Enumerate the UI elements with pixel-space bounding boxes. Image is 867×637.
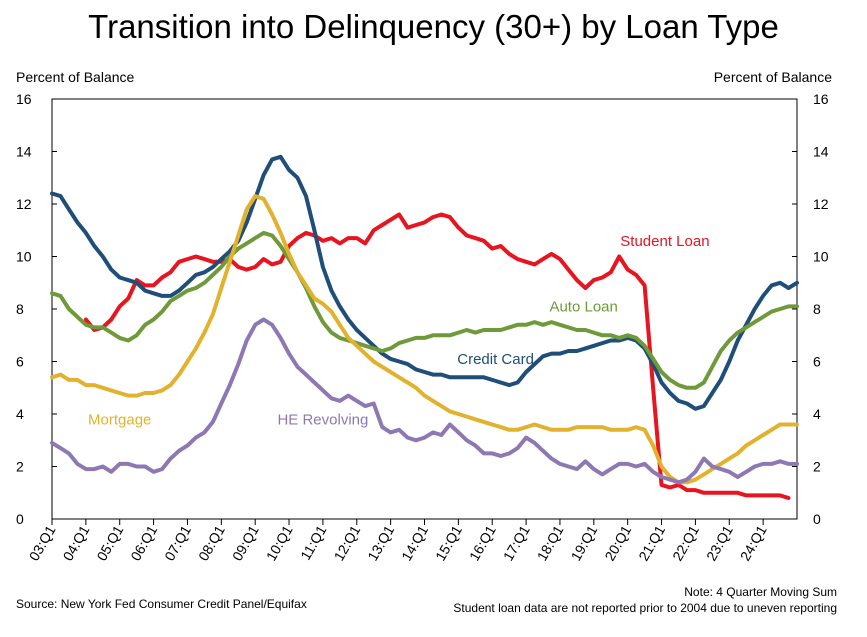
x-tick-label: 24:Q1 xyxy=(737,522,770,563)
x-tick-label: 03:Q1 xyxy=(26,522,59,563)
x-tick-label: 12:Q1 xyxy=(330,522,363,563)
y-axis-label-left: Percent of Balance xyxy=(16,69,135,85)
x-tick-label: 16:Q1 xyxy=(466,522,499,563)
x-tick-label: 11:Q1 xyxy=(297,522,330,562)
y-tick-label-right: 16 xyxy=(813,91,829,107)
y-tick-label-right: 14 xyxy=(813,144,829,160)
y-tick-label-right: 4 xyxy=(813,406,821,422)
series-label-mortgage: Mortgage xyxy=(88,412,151,429)
series-line-he-revolving xyxy=(50,317,799,485)
y-tick-label-right: 10 xyxy=(813,249,829,265)
note-student-loan: Student loan data are not reported prior… xyxy=(453,601,837,615)
y-tick-label-right: 0 xyxy=(813,511,821,527)
y-axis-label-right: Percent of Balance xyxy=(714,69,833,85)
y-tick-label-left: 16 xyxy=(16,91,32,107)
y-tick-label-left: 8 xyxy=(16,301,24,317)
x-tick-label: 04:Q1 xyxy=(60,522,93,563)
y-tick-label-left: 10 xyxy=(16,249,32,265)
series-label-he-revolving: HE Revolving xyxy=(277,412,368,429)
x-tick-label: 15:Q1 xyxy=(432,522,465,563)
x-tick-label: 23:Q1 xyxy=(703,522,736,563)
x-tick-label: 08:Q1 xyxy=(195,522,228,563)
series-label-credit-card: Credit Card xyxy=(457,351,534,368)
x-tick-label: 13:Q1 xyxy=(364,522,397,563)
x-tick-label: 14:Q1 xyxy=(398,522,431,563)
y-tick-label-left: 4 xyxy=(16,406,24,422)
series-line-auto-loan xyxy=(50,230,799,390)
series-label-student-loan: Student Loan xyxy=(620,233,709,250)
note-moving-sum: Note: 4 Quarter Moving Sum xyxy=(684,585,837,599)
y-tick-label-right: 6 xyxy=(813,354,821,370)
y-tick-label-right: 8 xyxy=(813,301,821,317)
series-label-auto-loan: Auto Loan xyxy=(549,299,617,316)
series-labels-layer: Student Loan Auto Loan Credit Card Mortgage… xyxy=(88,233,710,429)
x-tick-label: 17:Q1 xyxy=(500,522,533,563)
y-tick-label-right: 2 xyxy=(813,459,821,475)
x-tick-label: 20:Q1 xyxy=(601,522,634,563)
series-line-student-loan xyxy=(83,212,791,500)
x-tick-label: 06:Q1 xyxy=(127,522,160,563)
x-tick-label: 10:Q1 xyxy=(263,522,296,563)
y-tick-label-left: 12 xyxy=(16,196,32,212)
y-tick-label-left: 2 xyxy=(16,459,24,475)
y-tick-label-right: 12 xyxy=(813,196,829,212)
series-layer xyxy=(50,154,799,500)
y-tick-label-left: 0 xyxy=(16,511,24,527)
x-tick-label: 22:Q1 xyxy=(669,522,702,563)
x-tick-label: 18:Q1 xyxy=(534,522,567,563)
x-tick-label: 19:Q1 xyxy=(567,522,600,563)
y-tick-label-left: 14 xyxy=(16,144,32,160)
series-line-credit-card xyxy=(50,154,799,411)
x-tick-label: 21:Q1 xyxy=(635,522,668,563)
chart-title: Transition into Delinquency (30+) by Loa… xyxy=(88,8,779,45)
y-tick-label-left: 6 xyxy=(16,354,24,370)
x-tick-label: 07:Q1 xyxy=(161,522,194,563)
x-tick-label: 09:Q1 xyxy=(229,522,262,563)
source-note: Source: New York Fed Consumer Credit Pan… xyxy=(16,597,307,611)
x-tick-label: 05:Q1 xyxy=(93,522,126,563)
